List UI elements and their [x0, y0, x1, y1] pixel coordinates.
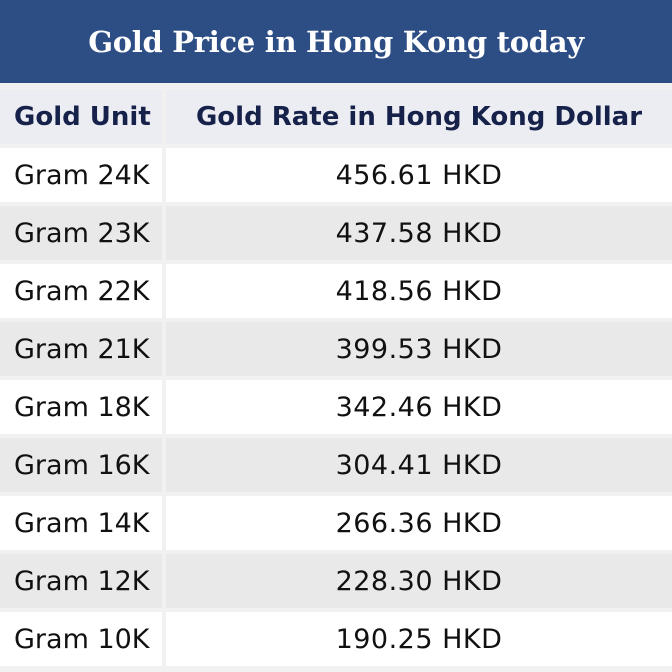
gold-rate-cell: 190.25 HKD	[166, 612, 672, 666]
table-row: Gram 16K 304.41 HKD	[0, 438, 672, 492]
gold-unit-cell: Gram 12K	[0, 554, 162, 608]
gold-rate-cell: 342.46 HKD	[166, 380, 672, 434]
gold-rate-cell: 228.30 HKD	[166, 554, 672, 608]
table-row: Gram 12K 228.30 HKD	[0, 554, 672, 608]
gold-rate-cell: 456.61 HKD	[166, 148, 672, 202]
gold-unit-cell: Gram 23K	[0, 206, 162, 260]
gold-rate-cell: 437.58 HKD	[166, 206, 672, 260]
gold-unit-cell: Gram 24K	[0, 148, 162, 202]
page-title: Gold Price in Hong Kong today	[88, 24, 584, 59]
column-header-gold-unit: Gold Unit	[0, 90, 162, 144]
gold-rate-table: Gold Unit Gold Rate in Hong Kong Dollar …	[0, 86, 672, 670]
gold-unit-cell: Gram 16K	[0, 438, 162, 492]
gold-unit-cell: Gram 22K	[0, 264, 162, 318]
table-row: Gram 22K 418.56 HKD	[0, 264, 672, 318]
table-row: Gram 10K 190.25 HKD	[0, 612, 672, 666]
table-row: Gram 18K 342.46 HKD	[0, 380, 672, 434]
gold-rate-cell: 399.53 HKD	[166, 322, 672, 376]
gold-rate-cell: 266.36 HKD	[166, 496, 672, 550]
gold-unit-cell: Gram 14K	[0, 496, 162, 550]
title-bar: Gold Price in Hong Kong today	[0, 0, 672, 83]
gold-unit-cell: Gram 21K	[0, 322, 162, 376]
gold-rate-cell: 304.41 HKD	[166, 438, 672, 492]
table-row: Gram 21K 399.53 HKD	[0, 322, 672, 376]
table-row: Gram 23K 437.58 HKD	[0, 206, 672, 260]
gold-rate-cell: 418.56 HKD	[166, 264, 672, 318]
table-header-row: Gold Unit Gold Rate in Hong Kong Dollar	[0, 90, 672, 144]
column-header-gold-rate: Gold Rate in Hong Kong Dollar	[166, 90, 672, 144]
gold-unit-cell: Gram 10K	[0, 612, 162, 666]
table-row: Gram 24K 456.61 HKD	[0, 148, 672, 202]
table-row: Gram 14K 266.36 HKD	[0, 496, 672, 550]
gold-unit-cell: Gram 18K	[0, 380, 162, 434]
